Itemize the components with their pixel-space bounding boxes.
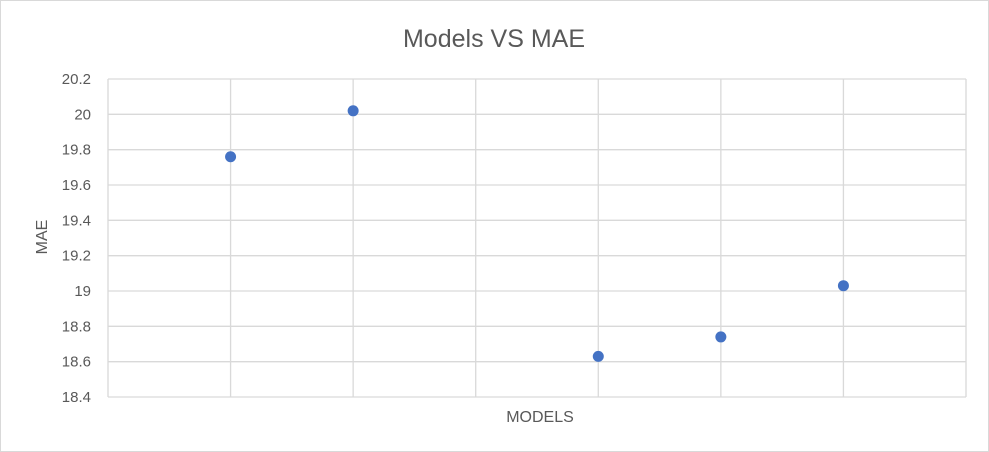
data-point bbox=[715, 331, 727, 343]
y-axis-title: MAE bbox=[34, 220, 51, 255]
y-tick-label: 19.4 bbox=[62, 212, 91, 229]
y-tick-label: 18.8 bbox=[62, 318, 91, 335]
y-tick-label: 20.2 bbox=[62, 71, 91, 88]
x-axis-title: MODELS bbox=[506, 409, 574, 426]
y-tick-label: 18.6 bbox=[62, 354, 91, 371]
y-tick-label: 19.2 bbox=[62, 248, 91, 265]
data-points bbox=[225, 105, 849, 362]
data-point bbox=[837, 280, 849, 292]
y-tick-label: 20 bbox=[74, 106, 91, 123]
y-tick-label: 19.8 bbox=[62, 142, 91, 159]
y-tick-label: 19 bbox=[74, 283, 91, 300]
y-tick-label: 18.4 bbox=[62, 389, 91, 406]
gridlines bbox=[107, 78, 967, 398]
data-point bbox=[592, 350, 604, 362]
chart-title: Models VS MAE bbox=[403, 25, 585, 53]
y-axis-ticks: 18.4 18.6 18.8 19 19.2 19.4 19.6 19.8 20 20.2 bbox=[62, 71, 91, 406]
y-tick-label: 19.6 bbox=[62, 177, 91, 194]
data-point bbox=[225, 151, 237, 163]
data-point bbox=[347, 105, 359, 117]
